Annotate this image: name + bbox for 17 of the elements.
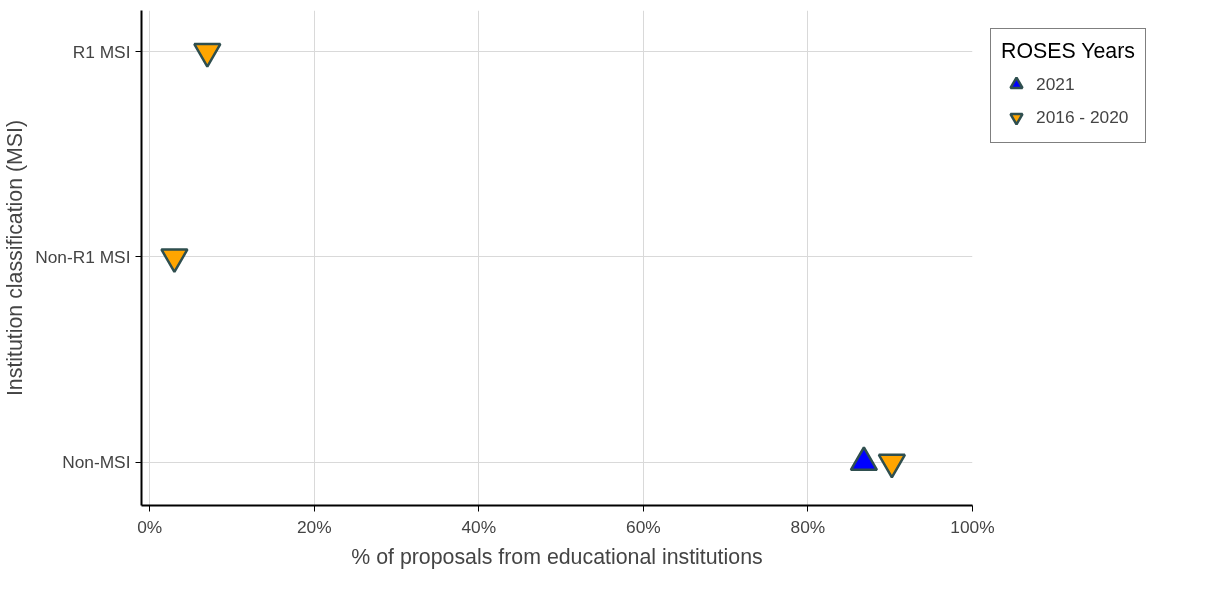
x-tick-label: 20% xyxy=(296,516,332,537)
legend-label: 2016 - 2020 xyxy=(1036,106,1129,128)
y-axis-title: Institution classification (MSI) xyxy=(3,119,28,397)
y-tick-label: Non-R1 MSI xyxy=(35,246,131,267)
point xyxy=(877,453,907,479)
x-tick-label: 60% xyxy=(626,516,661,537)
legend-label: 2021 xyxy=(1036,73,1075,95)
y-tick-label: R1 MSI xyxy=(72,41,131,62)
x-tick-label: 100% xyxy=(950,516,995,537)
legend-title: ROSES Years xyxy=(1001,39,1135,64)
x-tick-label: 80% xyxy=(790,516,826,537)
point xyxy=(160,248,189,274)
point xyxy=(193,42,222,68)
x-axis-title: % of proposals from educational institutions xyxy=(351,544,763,569)
y-tick-label: Non-MSI xyxy=(62,452,131,473)
x-tick-label: 0% xyxy=(137,516,163,537)
x-tick-label: 40% xyxy=(461,516,497,537)
